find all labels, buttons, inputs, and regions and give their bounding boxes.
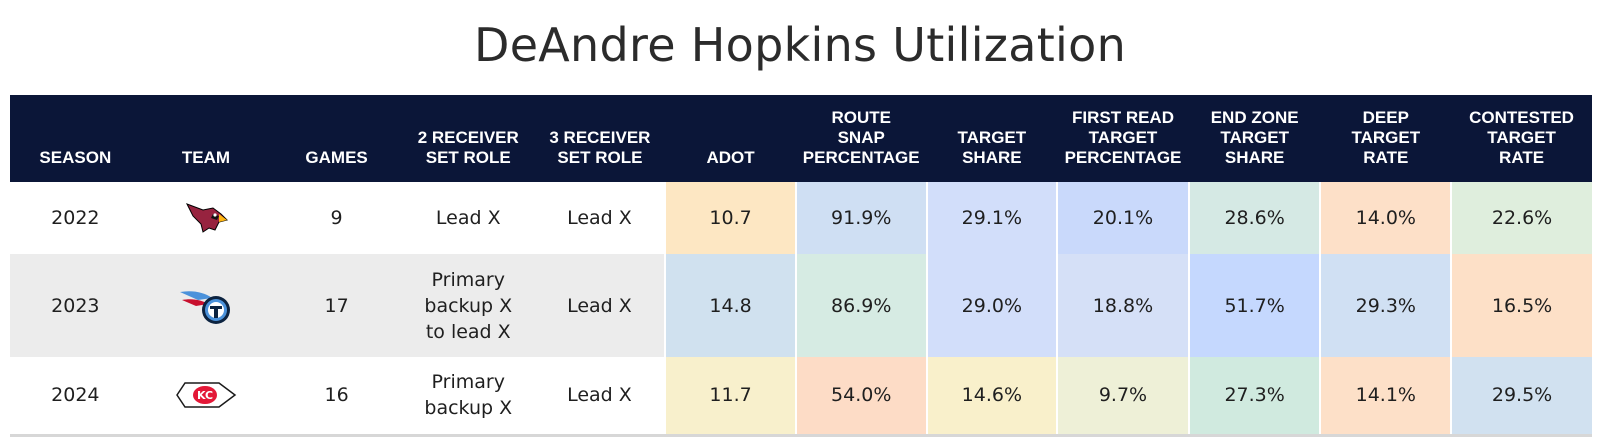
two-receiver-role-cell: Lead X [402,182,535,254]
contested-target-cell: 29.5% [1450,357,1592,437]
svg-text:KC: KC [197,389,213,402]
two-receiver-role-cell: Primary backup X to lead X [401,254,535,357]
role-line: Lead X [567,384,632,407]
team-cell [141,182,272,254]
end-zone-header: END ZONE TARGET SHARE [1188,95,1321,182]
page-title: DeAndre Hopkins Utilization [473,18,1127,72]
route-snap-cell: 91.9% [794,182,927,254]
role-line: backup X [424,294,513,317]
header-line: END ZONE [1210,108,1299,127]
contested-target-cell: 16.5% [1450,254,1592,357]
first-read-header: FIRST READ TARGET PERCENTAGE [1057,95,1189,182]
header-line: FIRST READ [1071,108,1174,127]
header-line: CONTESTED [1469,108,1574,127]
role-line: Primary [431,371,505,394]
first-read-cell: 20.1% [1056,182,1189,254]
games-cell: 16 [271,357,402,437]
header-line: TEAM [181,148,231,167]
kansas-city-chiefs-logo: KC [175,377,237,413]
team-cell [140,254,272,357]
season-header: SEASON [10,95,141,182]
adot-header: ADOT [665,95,796,182]
header-line: SNAP [837,128,885,147]
header-line: 2 RECEIVER [417,128,519,147]
contested-target-header: CONTESTED TARGET RATE [1451,95,1592,182]
utilization-table: SEASON TEAM GAMES 2 RECEIVER SET ROLE 3 RECEI… [10,95,1592,437]
header-line: SHARE [962,148,1022,167]
role-line: Lead X [567,294,632,317]
three-receiver-role-cell: Lead X [534,254,666,357]
role-line: Lead X [567,207,632,229]
table-row: 2023 17 Primary backup X to lead X Lead X 14.… [10,254,1592,357]
header-line: ADOT [706,148,755,167]
header-line: PERCENTAGE [802,148,920,167]
deep-target-cell: 14.1% [1319,357,1452,437]
end-zone-cell: 28.6% [1187,182,1321,254]
table-body: 2022 9 Lead X Lead X 10.7 91.9% 29.1% 20.1% 28.… [10,182,1592,437]
target-share-cell: 29.0% [925,254,1058,357]
two-receiver-role-header: 2 RECEIVER SET ROLE [401,95,535,182]
target-share-header: TARGET SHARE [926,95,1058,182]
adot-cell: 11.7 [664,357,796,437]
table-row: 2024 KC 16 Primary backup X Lead X 11.7 54.0%… [10,357,1592,437]
end-zone-cell: 27.3% [1187,357,1321,437]
header-line: SHARE [1224,148,1285,167]
header-line: TARGET [1220,128,1289,147]
header-line: TARGET [1088,128,1158,147]
role-line: Primary [431,268,505,291]
header-line: TARGET [957,128,1027,147]
team-cell: KC [140,357,272,437]
target-share-cell: 14.6% [925,357,1058,437]
route-snap-cell: 54.0% [794,357,927,437]
adot-cell: 10.7 [664,182,796,254]
games-cell: 17 [271,254,402,357]
three-receiver-role-cell: Lead X [535,182,666,254]
header-line: TARGET [1351,128,1421,147]
games-cell: 9 [330,207,343,229]
season-cell: 2024 [10,357,141,437]
header-line: 3 RECEIVER [549,128,651,147]
season-cell: 2023 [10,254,141,357]
three-receiver-role-cell: Lead X [534,357,666,437]
header-line: SEASON [39,148,112,167]
deep-target-cell: 29.3% [1319,254,1452,357]
three-receiver-role-header: 3 RECEIVER SET ROLE [534,95,666,182]
first-read-cell: 9.7% [1056,357,1189,437]
first-read-cell: 18.8% [1056,254,1189,357]
deep-target-header: DEEP TARGET RATE [1320,95,1452,182]
route-snap-cell: 86.9% [794,254,927,357]
two-receiver-role-cell: Primary backup X [401,357,535,437]
games-header: GAMES [271,95,402,182]
route-snap-header: ROUTE SNAP PERCENTAGE [795,95,927,182]
season-cell: 2022 [51,207,100,229]
header-line: RATE [1363,148,1409,167]
deep-target-cell: 14.0% [1319,182,1452,254]
header-line: SET ROLE [425,148,511,167]
team-header: TEAM [140,95,272,182]
end-zone-cell: 51.7% [1187,254,1321,357]
role-line: to lead X [425,320,511,343]
header-line: ROUTE [831,108,891,127]
header-line: RATE [1499,148,1545,167]
tennessee-titans-logo [178,286,234,326]
header-line: PERCENTAGE [1064,148,1182,167]
target-share-cell: 29.1% [925,182,1058,254]
role-line: backup X [424,397,513,420]
adot-cell: 14.8 [664,254,796,357]
header-line: TARGET [1487,128,1556,147]
arizona-cardinals-logo [183,200,229,236]
contested-target-cell: 22.6% [1450,182,1592,254]
table-header-row: SEASON TEAM GAMES 2 RECEIVER SET ROLE 3 RECEI… [10,95,1592,182]
header-line: SET ROLE [557,148,643,167]
header-line: GAMES [305,148,368,167]
role-line: Lead X [435,207,501,229]
table-row: 2022 9 Lead X Lead X 10.7 91.9% 29.1% 20.1% 28.… [10,182,1592,254]
header-line: DEEP [1362,108,1409,127]
